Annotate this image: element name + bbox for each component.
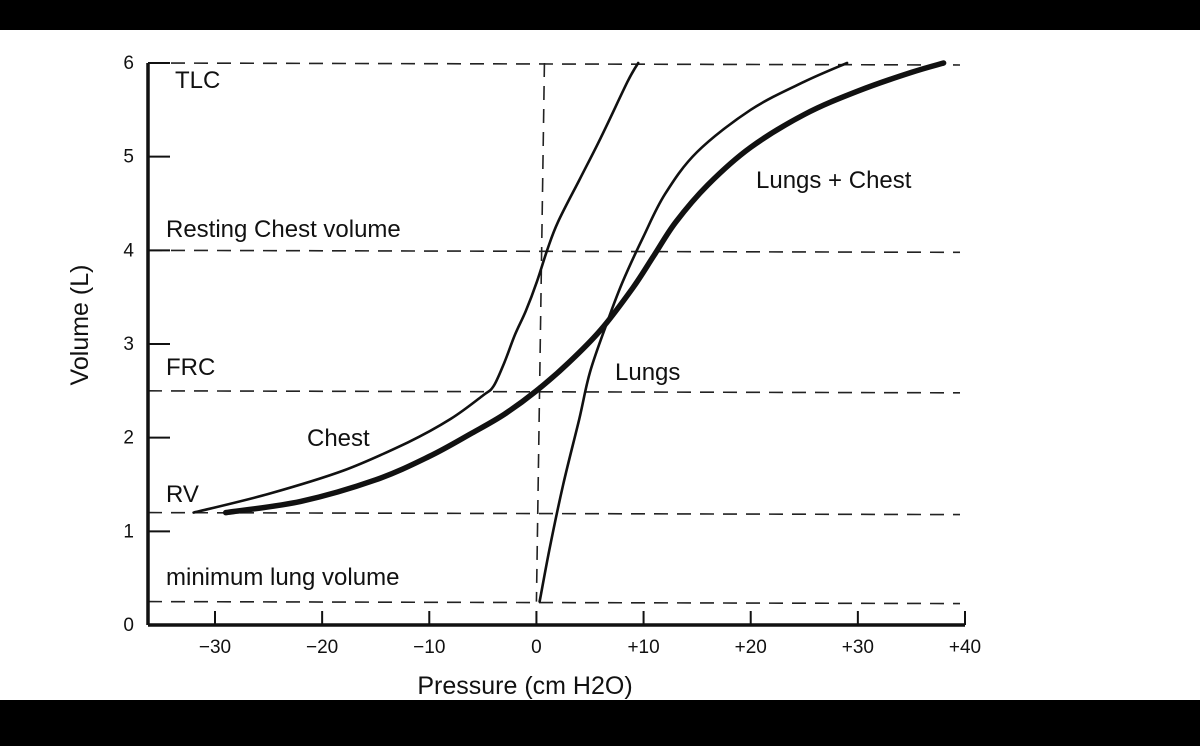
reference-lines xyxy=(147,62,961,605)
series-chest-line xyxy=(192,61,640,514)
label-resting-chest-volume: Resting Chest volume xyxy=(166,216,401,243)
x-tick-label: −30 xyxy=(199,637,231,658)
label-lungs: Lungs xyxy=(615,359,680,386)
reference-line xyxy=(147,511,961,516)
x-tick-label: −20 xyxy=(306,637,338,658)
x-tick-label: −10 xyxy=(413,637,445,658)
series-lines xyxy=(192,60,947,603)
reference-line xyxy=(147,390,961,394)
y-tick-label: 2 xyxy=(123,428,134,449)
reference-line xyxy=(147,62,961,66)
x-tick-label: 0 xyxy=(531,637,542,658)
y-tick-label: 4 xyxy=(123,240,134,261)
y-tick-label: 3 xyxy=(123,334,134,355)
label-chest: Chest xyxy=(307,425,370,452)
label-rv: RV xyxy=(166,481,199,508)
y-tick-label: 6 xyxy=(123,53,134,74)
x-tick-label: +40 xyxy=(949,637,981,658)
chart-frame: 0 1 2 3 4 5 6 −30 −20 −10 0 +10 +20 +30 +40 TLC Resting… xyxy=(0,30,1200,700)
series-lungs-chest-line xyxy=(222,60,947,516)
y-tick-label: 0 xyxy=(123,615,134,636)
label-tlc: TLC xyxy=(175,67,220,94)
pressure-volume-chart: 0 1 2 3 4 5 6 −30 −20 −10 0 +10 +20 +30 +40 TLC Resting… xyxy=(66,53,981,700)
annotations: TLC Resting Chest volume FRC RV minimum lung… xyxy=(166,67,912,591)
y-tick-label: 5 xyxy=(123,147,134,168)
axes: 0 1 2 3 4 5 6 −30 −20 −10 0 +10 +20 +30 +40 xyxy=(123,53,981,658)
zero-pressure-line xyxy=(535,62,546,602)
series-lungs-line xyxy=(538,61,849,603)
x-tick-label: +20 xyxy=(735,637,767,658)
label-lungs-chest: Lungs + Chest xyxy=(756,167,912,194)
label-minimum-lung-volume: minimum lung volume xyxy=(166,564,399,591)
x-tick-label: +10 xyxy=(627,637,659,658)
x-tick-label: +30 xyxy=(842,637,874,658)
reference-line xyxy=(147,249,961,254)
y-axis-title: Volume (L) xyxy=(66,265,94,386)
label-frc: FRC xyxy=(166,354,215,381)
x-axis-title: Pressure (cm H2O) xyxy=(417,672,632,700)
reference-line xyxy=(147,600,961,605)
y-tick-label: 1 xyxy=(123,521,134,542)
